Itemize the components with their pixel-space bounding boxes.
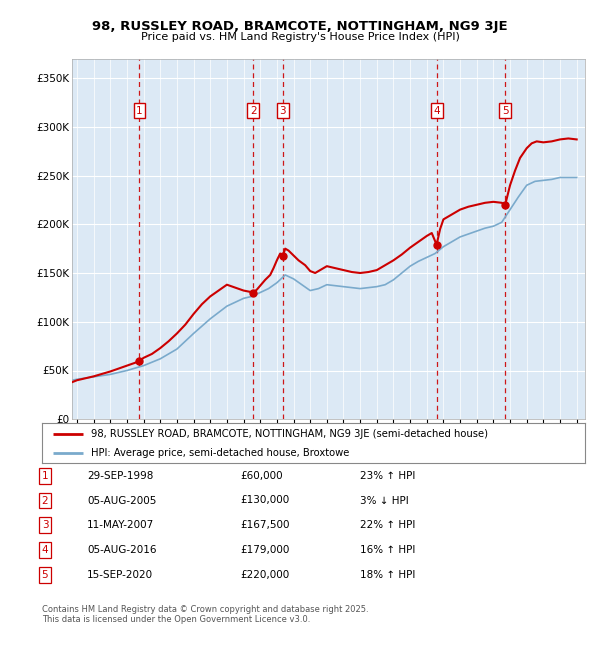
Text: £130,000: £130,000 (240, 495, 289, 506)
Text: 3: 3 (280, 106, 286, 116)
Text: £167,500: £167,500 (240, 520, 290, 530)
Text: 98, RUSSLEY ROAD, BRAMCOTE, NOTTINGHAM, NG9 3JE: 98, RUSSLEY ROAD, BRAMCOTE, NOTTINGHAM, … (92, 20, 508, 33)
Text: 98, RUSSLEY ROAD, BRAMCOTE, NOTTINGHAM, NG9 3JE (semi-detached house): 98, RUSSLEY ROAD, BRAMCOTE, NOTTINGHAM, … (91, 429, 488, 439)
Text: 05-AUG-2016: 05-AUG-2016 (87, 545, 157, 555)
Text: 2: 2 (41, 495, 49, 506)
Text: 29-SEP-1998: 29-SEP-1998 (87, 471, 154, 481)
Text: 05-AUG-2005: 05-AUG-2005 (87, 495, 157, 506)
Text: 2: 2 (250, 106, 257, 116)
Text: 5: 5 (41, 569, 49, 580)
Text: 22% ↑ HPI: 22% ↑ HPI (360, 520, 415, 530)
Text: 4: 4 (41, 545, 49, 555)
Text: 16% ↑ HPI: 16% ↑ HPI (360, 545, 415, 555)
Text: 4: 4 (433, 106, 440, 116)
Text: Price paid vs. HM Land Registry's House Price Index (HPI): Price paid vs. HM Land Registry's House … (140, 32, 460, 42)
Text: 11-MAY-2007: 11-MAY-2007 (87, 520, 154, 530)
Text: 3% ↓ HPI: 3% ↓ HPI (360, 495, 409, 506)
Text: 15-SEP-2020: 15-SEP-2020 (87, 569, 153, 580)
Text: £179,000: £179,000 (240, 545, 289, 555)
Text: 18% ↑ HPI: 18% ↑ HPI (360, 569, 415, 580)
Text: 3: 3 (41, 520, 49, 530)
Text: 23% ↑ HPI: 23% ↑ HPI (360, 471, 415, 481)
Text: £220,000: £220,000 (240, 569, 289, 580)
Text: Contains HM Land Registry data © Crown copyright and database right 2025.
This d: Contains HM Land Registry data © Crown c… (42, 604, 368, 624)
Text: HPI: Average price, semi-detached house, Broxtowe: HPI: Average price, semi-detached house,… (91, 448, 349, 458)
Text: 5: 5 (502, 106, 509, 116)
Text: 1: 1 (41, 471, 49, 481)
Text: £60,000: £60,000 (240, 471, 283, 481)
Text: 1: 1 (136, 106, 143, 116)
